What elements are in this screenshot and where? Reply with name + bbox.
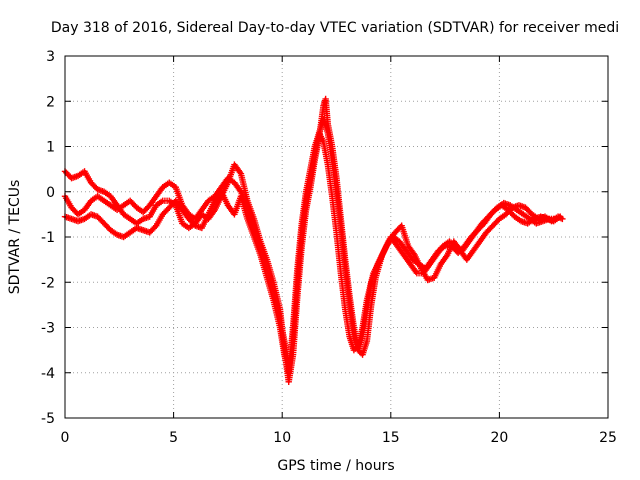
y-axis-label: SDTVAR / TECUs bbox=[7, 180, 23, 295]
x-tick-label: 0 bbox=[61, 430, 70, 446]
y-tick-label: -5 bbox=[41, 411, 55, 427]
y-tick-label: -4 bbox=[41, 366, 55, 382]
data-point-track-3 bbox=[151, 223, 159, 231]
y-tick-label: 1 bbox=[46, 140, 55, 156]
chart-title: Day 318 of 2016, Sidereal Day-to-day VTE… bbox=[51, 20, 619, 36]
y-tick-label: -2 bbox=[41, 275, 55, 291]
x-tick-label: 10 bbox=[273, 430, 291, 446]
x-tick-label: 25 bbox=[599, 430, 617, 446]
y-tick-label: -3 bbox=[41, 321, 55, 337]
x-tick-label: 20 bbox=[490, 430, 508, 446]
grid-lines bbox=[65, 56, 608, 418]
data-points bbox=[61, 95, 566, 385]
y-tick-label: 2 bbox=[46, 94, 55, 110]
x-tick-label: 5 bbox=[169, 430, 178, 446]
y-tick-label: 3 bbox=[46, 49, 55, 65]
plot-frame bbox=[64, 55, 609, 419]
y-tick-label: 0 bbox=[46, 185, 55, 201]
data-point-track-2 bbox=[557, 213, 564, 220]
y-tick-label: -1 bbox=[41, 230, 55, 246]
data-point-track-3 bbox=[552, 215, 560, 223]
x-axis-label: GPS time / hours bbox=[277, 458, 394, 474]
x-tick-label: 15 bbox=[382, 430, 400, 446]
